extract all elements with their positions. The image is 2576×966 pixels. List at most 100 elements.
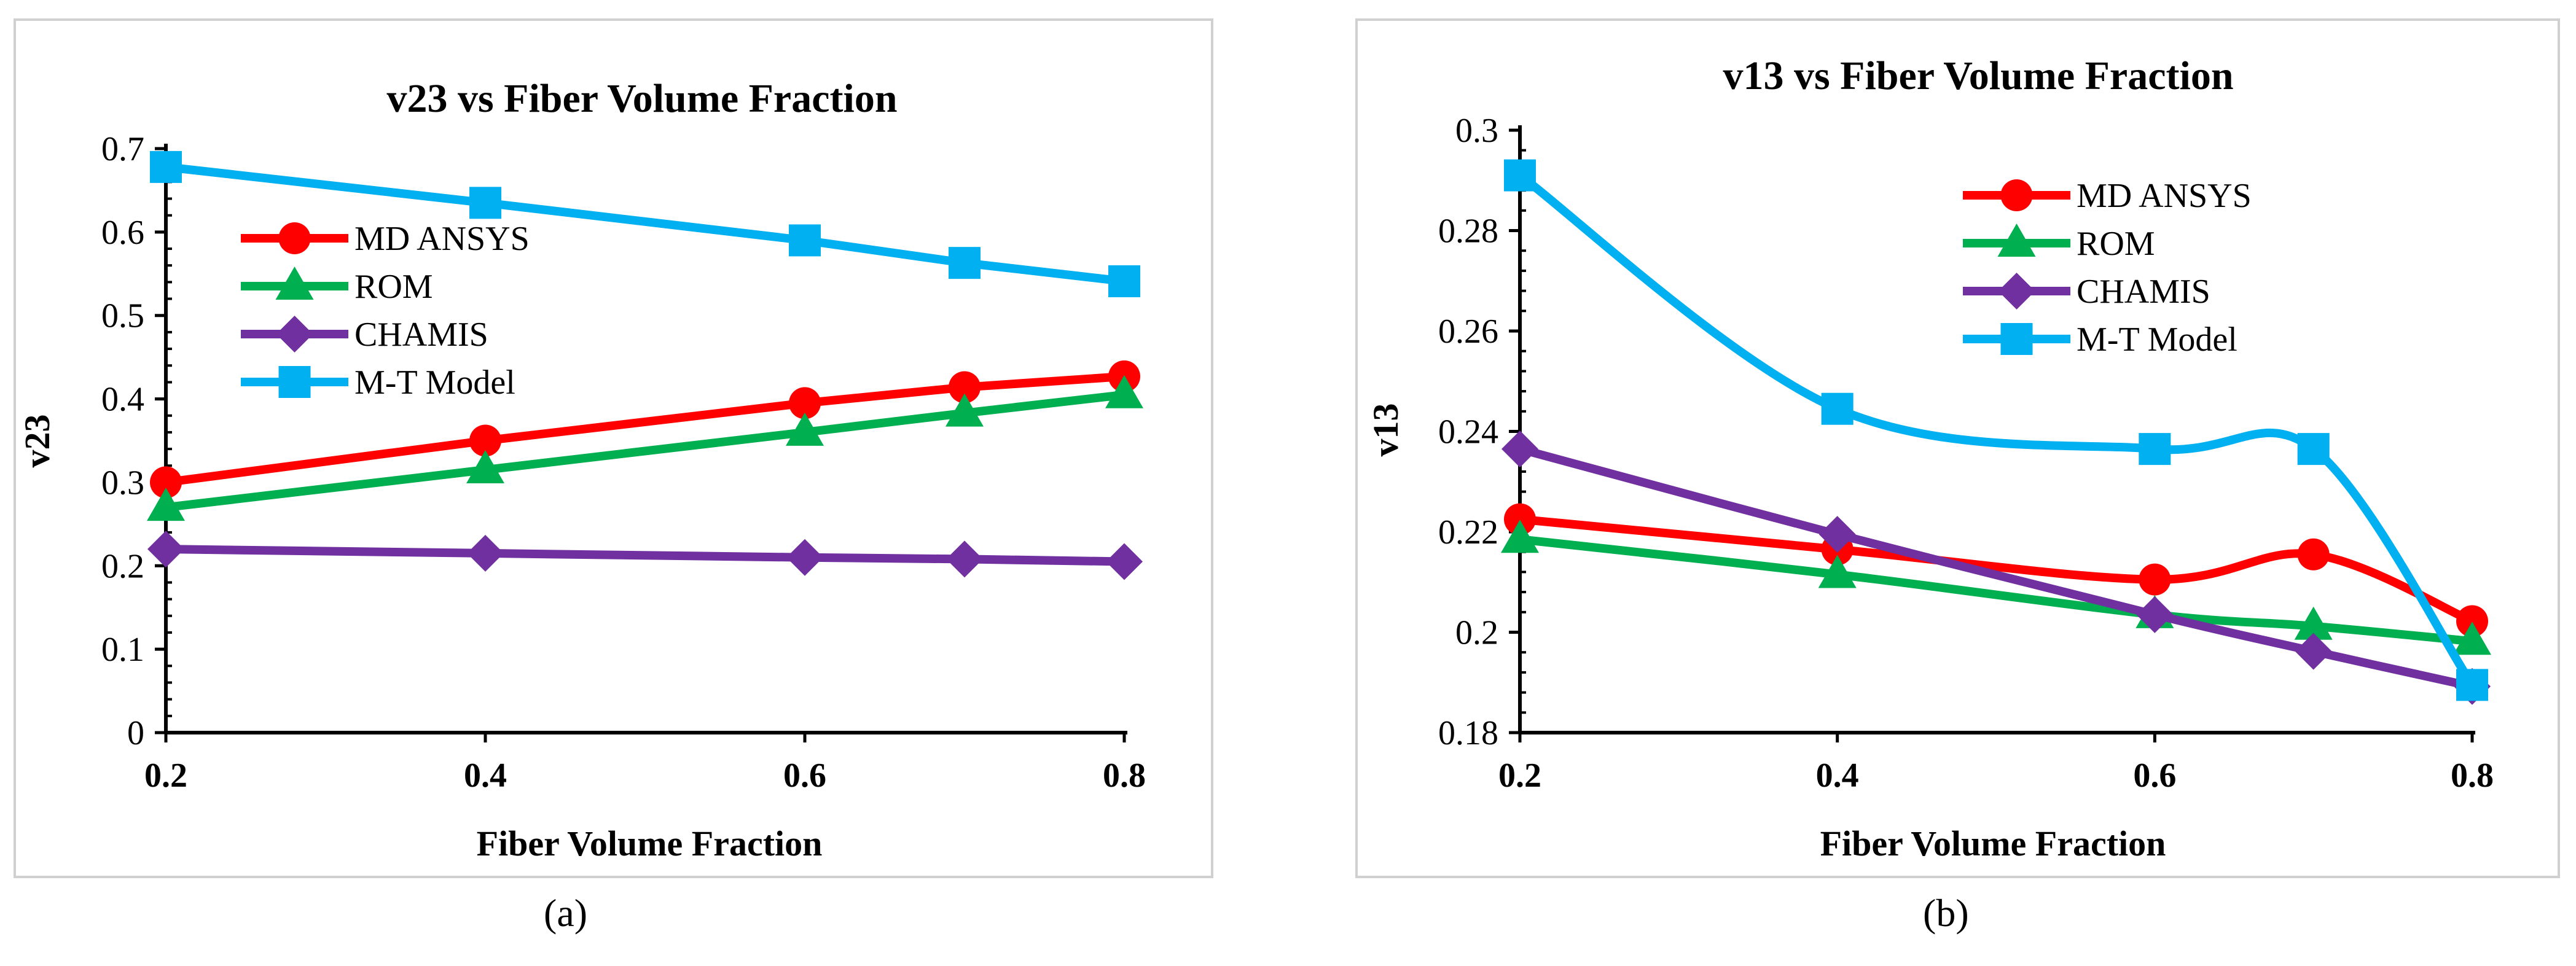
data-point-rom: [1818, 555, 1857, 588]
data-point-rom: [466, 450, 504, 484]
data-point-chamis: [1501, 430, 1538, 468]
series-line-chamis: [1516, 445, 2476, 691]
data-point-m-t-model: [1504, 159, 1536, 192]
series-m-t-model: [1504, 159, 2488, 701]
data-point-chamis: [946, 540, 983, 578]
data-point-rom: [147, 488, 185, 521]
data-point-rom: [786, 412, 824, 446]
x-tick-label: 0.4: [464, 757, 507, 795]
legend-label-md-ansys: MD ANSYS: [2077, 177, 2252, 215]
data-point-chamis: [2136, 596, 2174, 633]
legend-label-md-ansys: MD ANSYS: [354, 220, 530, 258]
data-point-md-ansys: [2139, 563, 2171, 596]
data-point-md-ansys: [949, 371, 981, 403]
data-point-m-t-model: [1821, 392, 1854, 425]
data-point-rom: [1105, 375, 1143, 408]
data-point-m-t-model: [1108, 265, 1140, 298]
y-tick-label: 0.2: [1455, 614, 1498, 652]
data-point-m-t-model: [2297, 433, 2330, 465]
y-tick-label: 0.6: [101, 214, 144, 252]
data-point-m-t-model: [949, 247, 981, 279]
y-tick-label: 0.18: [1438, 714, 1498, 752]
chart-a: v23 vs Fiber Volume Fraction 0 0.1 0.2 0.3 0.…: [17, 76, 1146, 863]
data-point-rom: [2453, 621, 2491, 655]
data-point-rom: [945, 393, 984, 427]
data-point-chamis: [786, 539, 823, 576]
legend-label-rom: ROM: [354, 268, 433, 306]
legend-marker-chamis: [276, 316, 313, 353]
y-tick-label: 0.22: [1438, 513, 1498, 551]
y-tick-label: 0.3: [101, 464, 144, 502]
y-tick-label: 0.1: [101, 631, 144, 669]
x-tick-label: 0.8: [1103, 757, 1146, 795]
data-point-md-ansys: [789, 387, 821, 419]
legend-marker-m-t-model: [2000, 323, 2033, 355]
series-line-rom: [162, 390, 1129, 512]
series-m-t-model: [150, 150, 1140, 298]
legend-marker-chamis: [1998, 273, 2035, 310]
data-point-md-ansys: [2297, 538, 2330, 571]
y-tick-label: 0.2: [101, 547, 144, 585]
data-point-m-t-model: [2456, 669, 2488, 701]
series-rom: [1501, 520, 2491, 655]
y-tick-label: 0.28: [1438, 212, 1498, 251]
chart-panel-a-frame: [14, 18, 1213, 878]
legend-label-chamis: CHAMIS: [2077, 273, 2210, 311]
data-point-rom: [2294, 606, 2333, 640]
series-chamis: [147, 531, 1143, 580]
y-axis-label: v13: [1366, 403, 1406, 457]
chart-panel-b-frame: [1355, 18, 2560, 878]
data-point-chamis: [1106, 543, 1143, 580]
data-point-md-ansys: [1504, 503, 1536, 536]
legend-marker-md-ansys: [278, 222, 311, 254]
x-axis-label: Fiber Volume Fraction: [477, 824, 823, 863]
y-tick-label: 0.4: [101, 381, 144, 419]
data-point-md-ansys: [2456, 605, 2488, 637]
data-point-md-ansys: [469, 424, 501, 457]
data-point-m-t-model: [2139, 433, 2171, 465]
series-line-m-t-model: [1516, 171, 2476, 690]
y-tick-label: 0.26: [1438, 313, 1498, 351]
x-tick-label: 0.6: [783, 757, 826, 795]
panel-label-b: (b): [1923, 891, 1969, 935]
series-rom: [147, 375, 1143, 521]
series-line-md-ansys: [1516, 515, 2476, 626]
chart-title: v13 vs Fiber Volume Fraction: [1723, 53, 2233, 98]
data-point-chamis: [2295, 633, 2332, 670]
legend-marker-rom: [275, 267, 314, 300]
data-point-chamis: [147, 531, 184, 568]
x-tick-label: 0.2: [1498, 757, 1541, 795]
x-tick-label: 0.8: [2451, 757, 2494, 795]
x-tick-label: 0.4: [1816, 757, 1859, 795]
series-md-ansys: [1504, 503, 2488, 637]
series-line-rom: [1516, 535, 2476, 646]
chart-title: v23 vs Fiber Volume Fraction: [386, 76, 897, 121]
legend-marker-md-ansys: [2000, 179, 2033, 211]
legend-label-m-t-model: M-T Model: [2077, 321, 2237, 359]
y-tick-label: 0.5: [101, 297, 144, 335]
y-tick-label: 0.24: [1438, 413, 1498, 451]
data-point-chamis: [467, 534, 504, 572]
y-tick-label: 0.3: [1455, 112, 1498, 150]
legend-label-rom: ROM: [2077, 225, 2155, 263]
data-point-m-t-model: [789, 224, 821, 257]
data-point-chamis: [1818, 516, 1856, 553]
x-tick-label: 0.2: [144, 757, 187, 795]
data-point-m-t-model: [469, 187, 501, 219]
y-axis-label: v23: [17, 415, 57, 468]
y-tick-label: 0.7: [101, 130, 144, 168]
chart-b: v13 vs Fiber Volume Fraction0.180.20.220…: [1366, 53, 2494, 863]
data-point-rom: [1501, 520, 1539, 553]
legend-marker-rom: [1997, 224, 2036, 257]
legend-label-m-t-model: M-T Model: [354, 364, 515, 402]
panel-label-a: (a): [544, 891, 588, 935]
series-md-ansys: [150, 360, 1140, 499]
data-point-md-ansys: [150, 466, 182, 499]
legend-marker-m-t-model: [278, 366, 311, 398]
x-axis-label: Fiber Volume Fraction: [1820, 824, 2166, 863]
x-tick-label: 0.6: [2133, 757, 2176, 795]
data-point-m-t-model: [150, 150, 182, 183]
y-tick-label: 0: [127, 714, 144, 752]
legend-label-chamis: CHAMIS: [354, 316, 488, 354]
